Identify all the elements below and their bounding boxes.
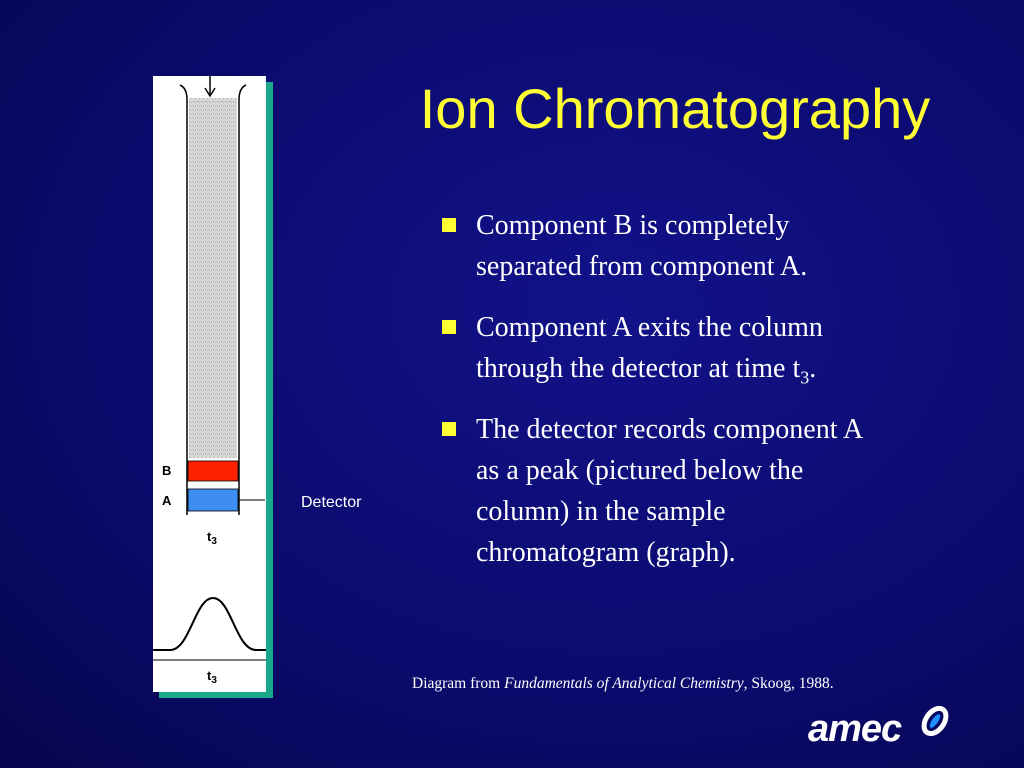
citation: Diagram from Fundamentals of Analytical … xyxy=(412,675,834,693)
band-b-label: B xyxy=(162,463,171,478)
citation-book: Fundamentals of Analytical Chemistry xyxy=(504,675,744,692)
citation-text: Diagram from xyxy=(412,675,505,692)
citation-text: , Skoog, 1988. xyxy=(743,675,834,692)
column-diagram: B A t3 t3 xyxy=(153,76,273,698)
subscript: 3 xyxy=(800,367,810,388)
time-t: t xyxy=(207,529,212,544)
band-b xyxy=(187,460,239,482)
flow-arrow xyxy=(204,76,216,98)
slide-title: Ion Chromatography xyxy=(419,77,931,140)
bullet: Component B is completely separated from… xyxy=(440,205,870,287)
time-sub: 3 xyxy=(211,536,217,547)
column-walls xyxy=(179,84,247,515)
peak-curve xyxy=(153,596,266,651)
column-packing xyxy=(189,98,237,458)
bullet: The detector records component A as a pe… xyxy=(440,409,870,573)
bullet-list: Component B is completely separated from… xyxy=(440,205,870,593)
column-time-label: t3 xyxy=(207,529,217,547)
band-a xyxy=(187,488,239,512)
time-t: t xyxy=(207,668,212,683)
detector-label: Detector xyxy=(301,494,362,511)
logo: amec xyxy=(808,708,902,751)
band-a-label: A xyxy=(162,493,172,508)
bullet-text: . xyxy=(809,353,817,384)
bullet-text: Component A exits the column through the… xyxy=(476,312,823,384)
bullet-text: Component B is completely separated from… xyxy=(476,210,808,282)
logo-text: amec xyxy=(808,708,902,750)
time-sub: 3 xyxy=(211,675,217,686)
peak-time-label: t3 xyxy=(207,668,217,686)
bullet-text: The detector records component A as a pe… xyxy=(476,414,862,568)
bullet: Component A exits the column through the… xyxy=(440,307,870,389)
logo-mark xyxy=(921,705,949,737)
